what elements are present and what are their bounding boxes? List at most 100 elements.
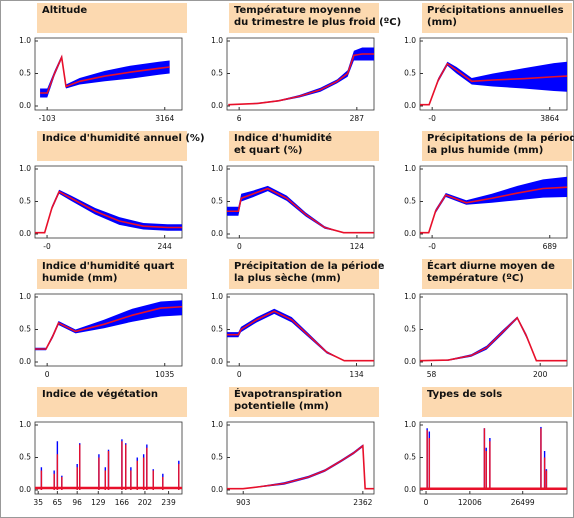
x-tick-label: 134 xyxy=(349,370,364,379)
y-tick-label: 1.0 xyxy=(211,292,223,301)
y-tick-label: 0.5 xyxy=(211,453,223,462)
mean-line xyxy=(40,54,170,94)
x-tick-label: -103 xyxy=(39,114,56,123)
title-box xyxy=(422,387,572,417)
y-tick-label: 1.0 xyxy=(19,36,31,45)
x-tick-label: -0 xyxy=(43,242,51,251)
y-tick-label: 1.0 xyxy=(211,164,223,173)
spike xyxy=(540,428,542,490)
spike xyxy=(125,444,127,490)
spike xyxy=(178,464,180,490)
spike xyxy=(104,470,107,490)
x-tick-label: 903 xyxy=(236,498,251,507)
x-tick-label: 35 xyxy=(33,498,43,507)
x-tick-label: -0 xyxy=(428,114,436,123)
y-tick-label: 1.0 xyxy=(19,292,31,301)
y-tick-label: 1.0 xyxy=(404,36,416,45)
x-tick-label: 689 xyxy=(543,242,558,251)
y-tick-label: 0.5 xyxy=(404,453,416,462)
plot-area xyxy=(226,165,375,239)
y-tick-label: 0.0 xyxy=(211,229,223,238)
chart-title: Indice d'humidité quart xyxy=(42,260,175,272)
chart-title: Indice d'humidité xyxy=(234,132,332,144)
chart-title: (mm) xyxy=(427,17,457,28)
plot-area xyxy=(226,37,375,111)
x-tick-label: 124 xyxy=(350,242,365,251)
chart-title: la plus sèche (mm) xyxy=(234,272,341,284)
spike xyxy=(76,467,78,490)
title-box xyxy=(422,131,572,161)
y-tick-label: 1.0 xyxy=(19,164,31,173)
spike xyxy=(162,477,164,490)
spike xyxy=(53,473,55,490)
spike xyxy=(136,460,138,490)
x-tick-label: 3164 xyxy=(155,114,174,123)
title-box xyxy=(229,3,379,33)
spike xyxy=(146,447,148,490)
spike xyxy=(543,457,546,490)
x-tick-label: 0 xyxy=(237,242,242,251)
y-tick-label: 1.0 xyxy=(211,36,223,45)
spike xyxy=(142,457,145,490)
x-tick-label: 166 xyxy=(115,498,130,507)
confidence-band xyxy=(35,189,182,233)
x-tick-label: 65 xyxy=(53,498,63,507)
chart-title: Précipitation de la période xyxy=(234,260,385,272)
x-tick-label: 202 xyxy=(138,498,153,507)
y-tick-label: 0.5 xyxy=(19,453,31,462)
spike xyxy=(56,454,59,490)
mean-line xyxy=(35,305,183,350)
chart-title: Précipitations annuelles xyxy=(427,4,564,16)
y-tick-label: 0.0 xyxy=(211,485,223,494)
y-tick-label: 0.0 xyxy=(19,229,31,238)
y-tick-label: 0.0 xyxy=(211,101,223,110)
y-tick-label: 0.5 xyxy=(404,69,416,78)
mean-line xyxy=(228,53,374,106)
chart-title: Évapotranspiration xyxy=(234,387,342,400)
y-tick-label: 0.0 xyxy=(211,357,223,366)
chart-title: potentielle (mm) xyxy=(234,401,329,412)
chart-title: et quart (%) xyxy=(234,145,302,156)
x-tick-label: 12006 xyxy=(458,498,482,507)
y-tick-label: 0.5 xyxy=(19,69,31,78)
spike xyxy=(61,477,63,490)
x-tick-label: 1035 xyxy=(155,370,174,379)
title-box xyxy=(229,131,379,161)
plot-area xyxy=(419,421,568,495)
y-tick-label: 1.0 xyxy=(404,420,416,429)
x-tick-label: 2362 xyxy=(353,498,372,507)
title-box xyxy=(37,387,187,417)
x-tick-label: 3864 xyxy=(540,114,559,123)
y-tick-label: 0.5 xyxy=(19,197,31,206)
x-tick-label: 26499 xyxy=(511,498,535,507)
x-tick-label: 96 xyxy=(72,498,82,507)
y-tick-label: 0.0 xyxy=(19,357,31,366)
chart-title: température (ºC) xyxy=(427,272,524,284)
spike xyxy=(426,430,428,490)
chart-title: Types de sols xyxy=(427,389,502,400)
mean-line xyxy=(227,444,374,490)
chart-title: Température moyenne xyxy=(234,4,361,16)
x-tick-label: 200 xyxy=(533,370,548,379)
confidence-band xyxy=(420,61,567,105)
plot-area xyxy=(226,421,375,495)
y-tick-label: 0.5 xyxy=(19,325,31,334)
spike xyxy=(428,438,431,490)
title-box xyxy=(422,259,572,289)
chart-title: Indice d'humidité annuel (%) xyxy=(42,132,205,144)
x-tick-label: -0 xyxy=(428,242,436,251)
y-tick-label: 0.5 xyxy=(211,197,223,206)
y-tick-label: 0.5 xyxy=(404,325,416,334)
spike xyxy=(40,470,43,490)
chart-title: humide (mm) xyxy=(42,273,118,284)
x-tick-label: 244 xyxy=(157,242,172,251)
y-tick-label: 1.0 xyxy=(19,420,31,429)
y-tick-label: 0.0 xyxy=(404,229,416,238)
chart-title: Écart diurne moyen de xyxy=(427,259,555,272)
y-tick-label: 1.0 xyxy=(211,420,223,429)
title-box xyxy=(229,387,379,417)
spike xyxy=(485,451,487,490)
x-tick-label: 58 xyxy=(427,370,437,379)
spike xyxy=(79,444,81,490)
spike xyxy=(121,441,123,490)
